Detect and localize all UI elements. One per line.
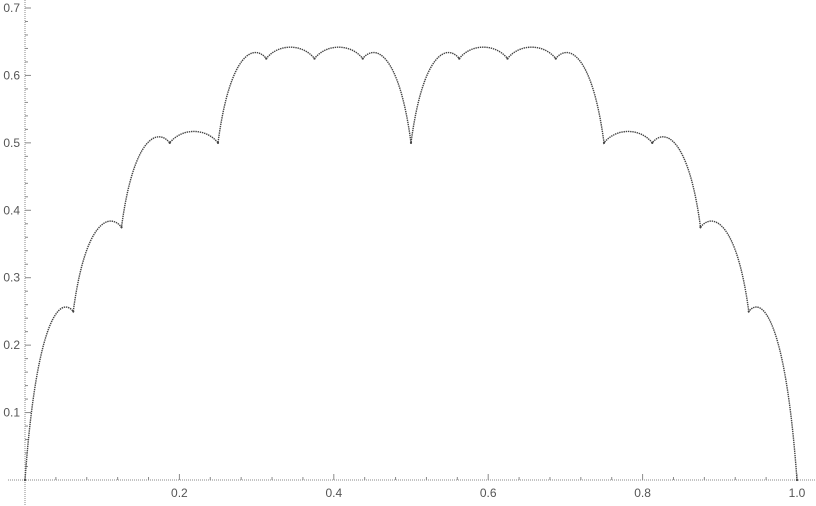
x-tick-label: 0.2 bbox=[171, 486, 188, 500]
y-tick-label: 0.3 bbox=[3, 271, 20, 285]
data-point bbox=[168, 141, 171, 144]
data-point bbox=[602, 141, 606, 144]
data-point bbox=[554, 57, 557, 60]
x-tick-label: 0.4 bbox=[325, 486, 342, 500]
data-point bbox=[120, 226, 123, 229]
data-point bbox=[361, 57, 364, 60]
data-point bbox=[795, 478, 799, 482]
axes: 0.2 0.4 0.6 0.8 1.0 0.1 0.2 0.3 0.4 0.5 0.6 0.7 bbox=[3, 0, 816, 506]
data-point bbox=[313, 57, 316, 60]
data-point bbox=[265, 57, 268, 60]
y-tick-label: 0.2 bbox=[3, 338, 20, 352]
data-point bbox=[506, 57, 509, 60]
data-point bbox=[747, 310, 750, 313]
y-tick-label: 0.7 bbox=[3, 1, 20, 15]
series-line bbox=[24, 46, 798, 481]
y-tick-label: 0.6 bbox=[3, 68, 20, 82]
data-point bbox=[699, 226, 702, 229]
data-point bbox=[72, 310, 75, 313]
x-tick-label: 0.6 bbox=[480, 486, 497, 500]
data-point bbox=[216, 141, 220, 144]
x-tick-label: 1.0 bbox=[789, 486, 806, 500]
y-tick-label: 0.1 bbox=[3, 406, 20, 420]
y-tick-label: 0.4 bbox=[3, 203, 20, 217]
data-point bbox=[23, 478, 27, 482]
data-point bbox=[651, 141, 654, 144]
data-point bbox=[458, 57, 461, 60]
y-tick-label: 0.5 bbox=[3, 136, 20, 150]
data-point bbox=[409, 141, 413, 144]
plot-area bbox=[23, 46, 799, 482]
x-tick-label: 0.8 bbox=[634, 486, 651, 500]
